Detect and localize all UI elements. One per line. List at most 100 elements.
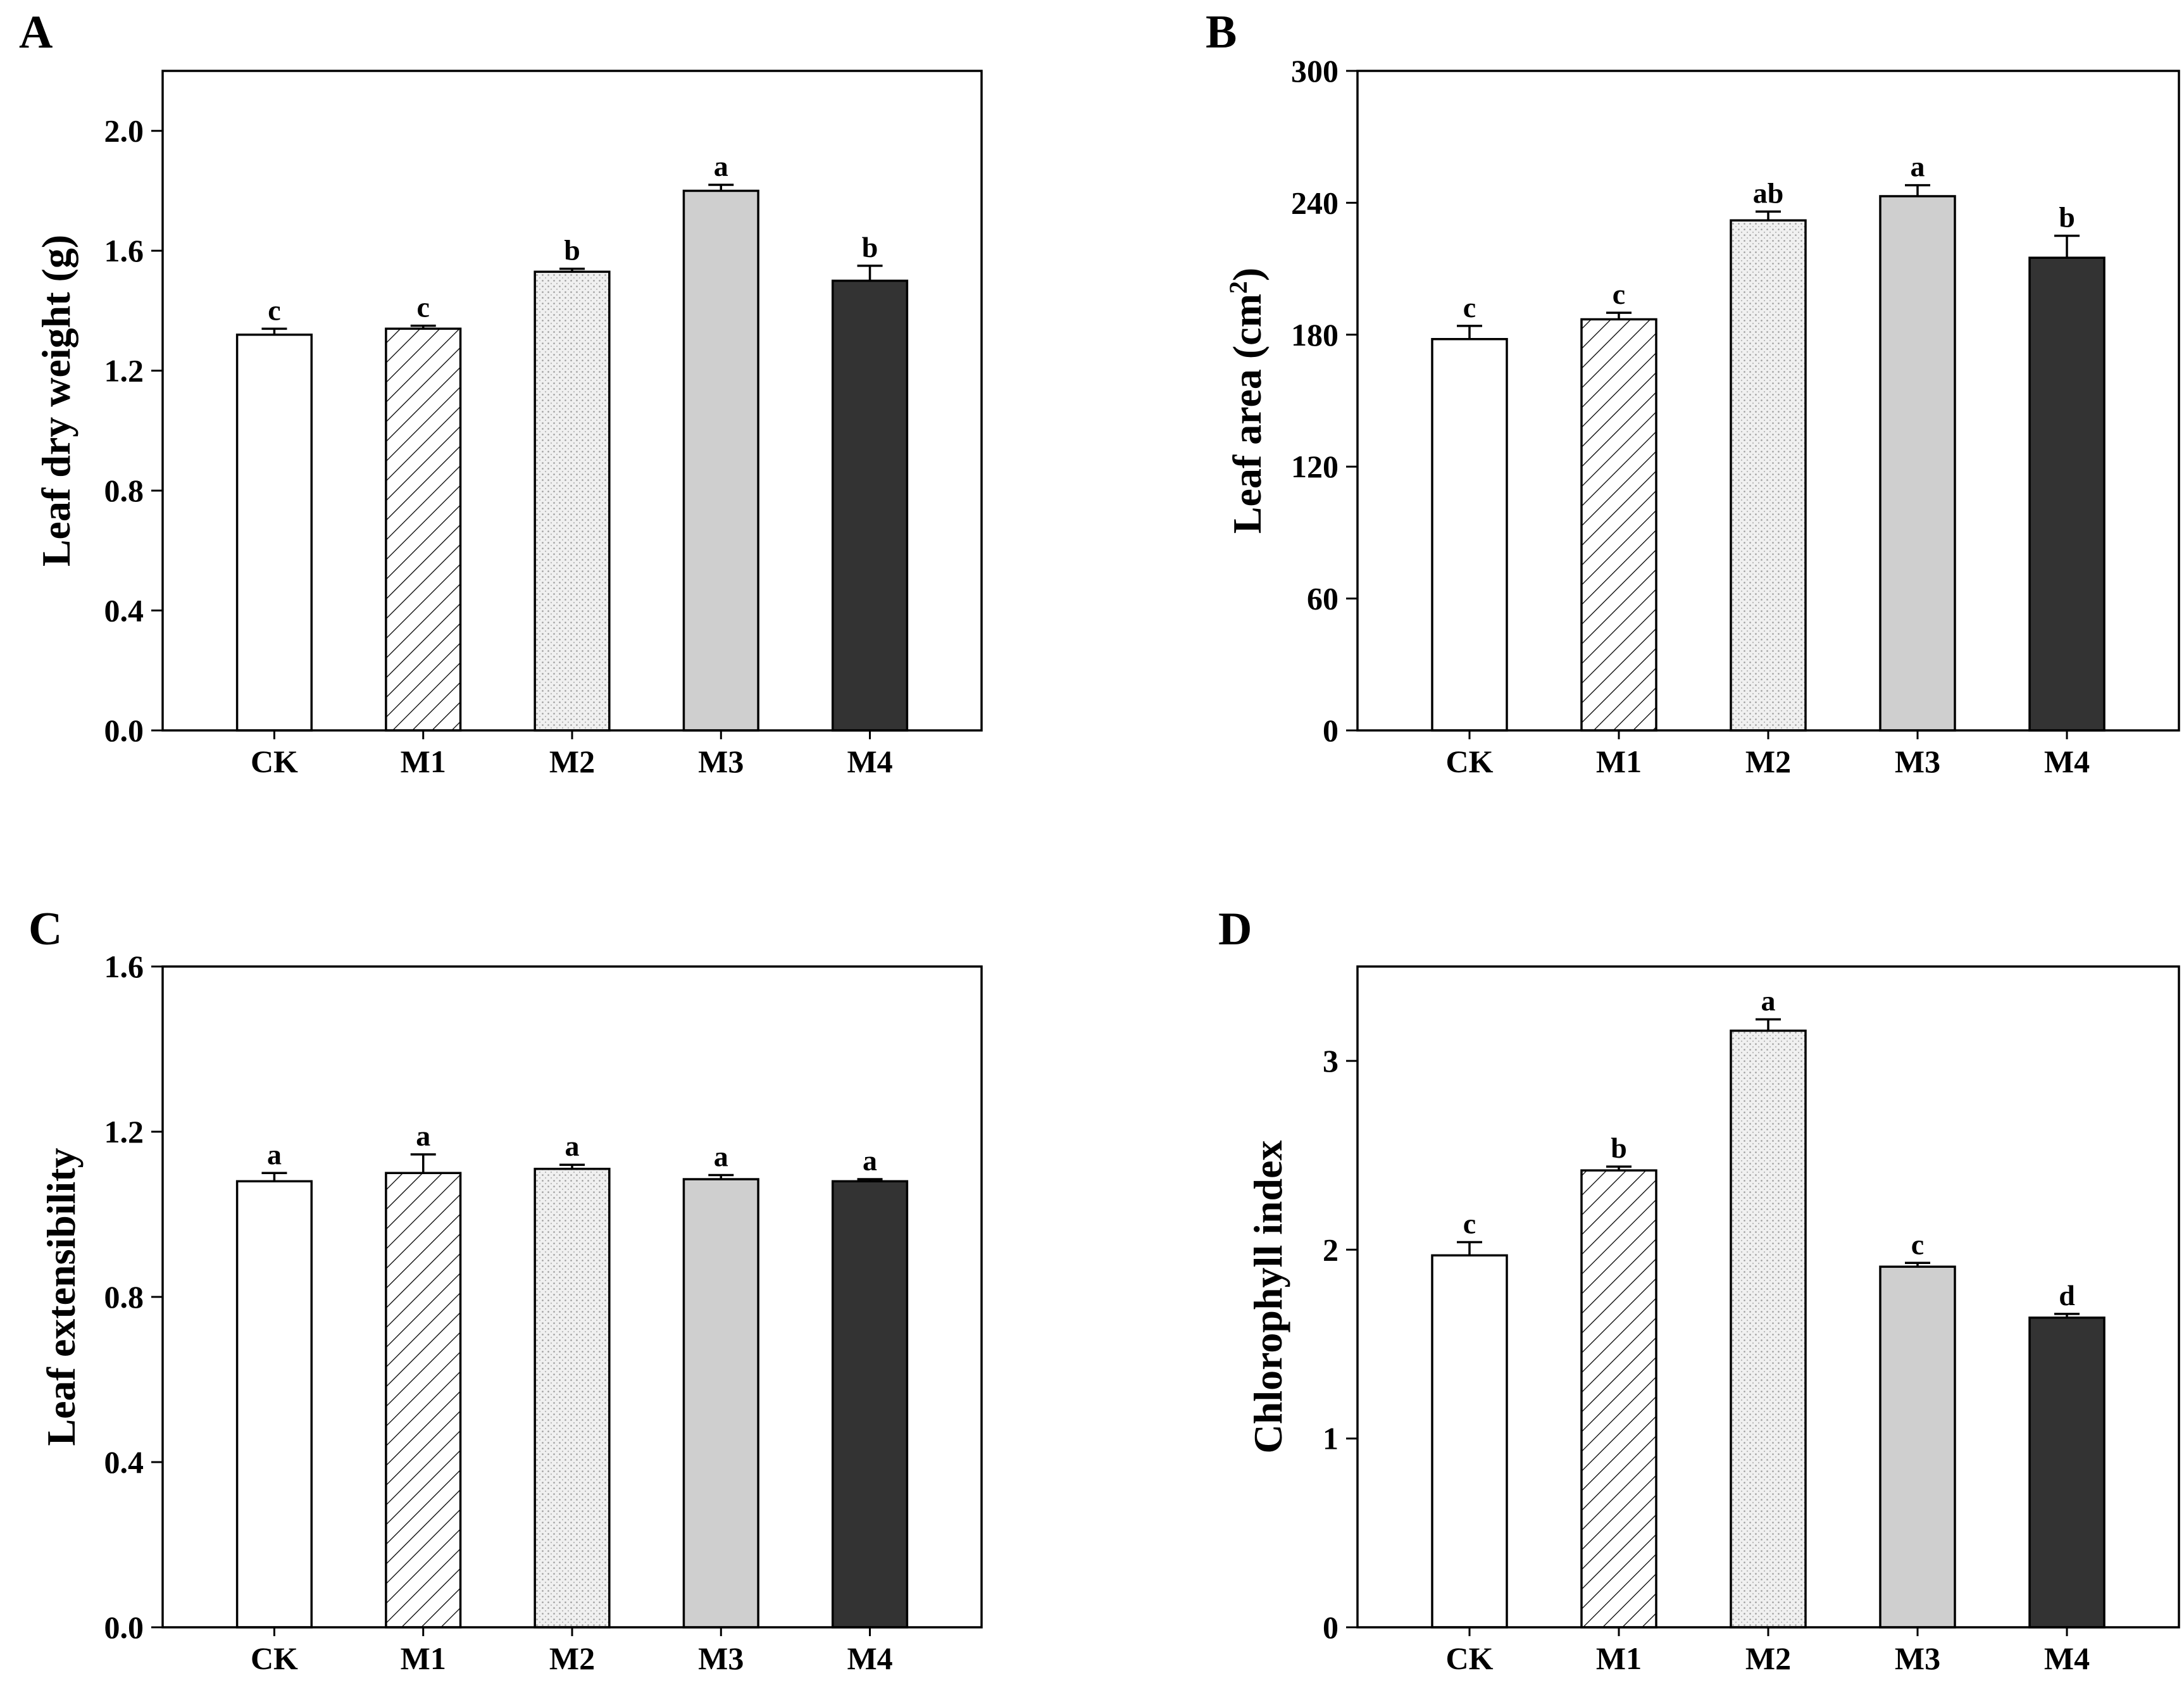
- error-bar-M1: [410, 324, 436, 329]
- panel-label: D: [1218, 903, 1252, 955]
- error-bar-CK: [1457, 325, 1482, 339]
- y-tick-label: 0.4: [104, 593, 144, 629]
- bar-M4: [831, 1180, 909, 1629]
- error-bar-M1: [1606, 1165, 1632, 1171]
- y-tick-label: 0.4: [104, 1444, 144, 1480]
- error-bar-M2: [559, 267, 585, 272]
- x-tick-label-M4: M4: [2044, 744, 2090, 779]
- panel-D: Dc CK b M1 a M2 c M3 d M4 0 1 2 3 Chlorophyll index: [1218, 903, 2180, 1676]
- bar-M2: [534, 270, 611, 732]
- significance-label-M3: a: [1911, 151, 1925, 183]
- significance-label-M1: c: [1613, 278, 1625, 310]
- bar-M1: [385, 1172, 462, 1629]
- significance-label-M3: a: [714, 150, 728, 182]
- significance-label-M2: a: [1761, 985, 1776, 1017]
- y-axis-title: Leaf dry weight (g): [34, 235, 78, 566]
- y-tick-label: 1: [1323, 1421, 1338, 1456]
- panel-label: A: [19, 6, 53, 58]
- error-bar-M4: [2054, 1313, 2080, 1318]
- significance-label-M2: b: [564, 234, 580, 266]
- significance-label-CK: c: [1463, 1207, 1476, 1239]
- y-tick-label: 300: [1291, 53, 1338, 89]
- significance-label-M4: b: [862, 231, 878, 263]
- error-bar-M1: [410, 1153, 436, 1173]
- y-tick-label: 0: [1323, 1610, 1338, 1645]
- error-bar-M1: [1606, 311, 1632, 320]
- x-tick-label-M1: M1: [401, 1641, 446, 1676]
- y-tick-label: 0.8: [104, 473, 144, 508]
- bar-M2: [1730, 219, 1807, 732]
- error-bar-M4: [857, 1178, 883, 1182]
- y-tick-label: 60: [1307, 581, 1338, 616]
- bar-M2: [1730, 1029, 1807, 1629]
- significance-label-M4: d: [2059, 1279, 2075, 1311]
- plot-frame: [1356, 70, 2180, 732]
- y-axis-title: Chlorophyll index: [1245, 1141, 1290, 1454]
- error-bar-CK: [1457, 1241, 1482, 1256]
- x-tick-label-CK: CK: [1446, 744, 1494, 779]
- y-tick-label: 1.2: [104, 353, 144, 389]
- bar-M3: [1879, 195, 1956, 732]
- significance-label-M4: a: [863, 1144, 877, 1177]
- x-tick-label-M4: M4: [2044, 1641, 2090, 1676]
- y-tick-label: 1.6: [104, 949, 144, 984]
- bar-CK: [1431, 337, 1508, 732]
- bar-M3: [1879, 1265, 1956, 1629]
- plot-frame: [1356, 965, 2180, 1629]
- x-tick-label-M4: M4: [847, 744, 892, 779]
- x-tick-label-M3: M3: [1895, 744, 1940, 779]
- significance-label-M1: a: [416, 1120, 430, 1152]
- panel-label: C: [28, 903, 62, 955]
- significance-label-CK: c: [1463, 291, 1476, 323]
- significance-label-M4: b: [2059, 201, 2075, 234]
- panel-B: Bc CK c M1 ab M2 a M3 b M4 0 60 120 180 240 300 Leaf are…: [1206, 6, 2180, 779]
- significance-label-M2: ab: [1753, 177, 1784, 209]
- y-tick-label: 240: [1291, 185, 1338, 220]
- error-bar-CK: [261, 327, 287, 335]
- significance-label-M1: c: [417, 291, 430, 323]
- error-bar-CK: [261, 1172, 287, 1182]
- bar-CK: [1431, 1254, 1508, 1629]
- error-bar-M3: [708, 1173, 734, 1180]
- bar-M1: [385, 327, 462, 732]
- bar-M4: [2028, 1317, 2106, 1629]
- x-tick-label-CK: CK: [251, 1641, 298, 1676]
- error-bar-M3: [1905, 184, 1930, 196]
- x-tick-label-M3: M3: [1895, 1641, 1940, 1676]
- error-bar-M2: [1756, 1018, 1781, 1031]
- significance-label-M3: a: [714, 1141, 728, 1173]
- panel-A: Ac CK c M1 b M2 a M3 b M4 0.0 0.4 0.8 1.2 1.6 2.0 Leaf d…: [19, 6, 983, 779]
- y-axis-title: Leaf area (cm2): [1224, 268, 1270, 534]
- error-bar-M3: [708, 184, 734, 191]
- bar-M3: [682, 1178, 759, 1629]
- significance-label-M2: a: [565, 1130, 580, 1162]
- error-bar-M2: [559, 1163, 585, 1169]
- x-tick-label-M3: M3: [698, 1641, 744, 1676]
- y-tick-label: 0.0: [104, 713, 144, 748]
- significance-label-CK: a: [267, 1138, 282, 1170]
- x-tick-label-M2: M2: [1745, 744, 1791, 779]
- x-tick-label-M4: M4: [847, 1641, 892, 1676]
- x-tick-label-M1: M1: [1596, 744, 1642, 779]
- error-bar-M3: [1905, 1261, 1930, 1267]
- y-tick-label: 2.0: [104, 113, 144, 149]
- y-tick-label: 0.8: [104, 1279, 144, 1315]
- bar-M3: [682, 189, 759, 732]
- bar-M1: [1580, 318, 1657, 732]
- error-bar-M4: [2054, 234, 2080, 258]
- x-tick-label-M3: M3: [698, 744, 744, 779]
- x-tick-label-M1: M1: [401, 744, 446, 779]
- bar-M4: [831, 279, 909, 732]
- y-tick-label: 3: [1323, 1043, 1338, 1079]
- panel-label: B: [1206, 6, 1237, 58]
- y-tick-label: 0: [1323, 713, 1338, 748]
- x-tick-label-M2: M2: [549, 1641, 595, 1676]
- bar-CK: [235, 334, 313, 732]
- error-bar-M4: [857, 265, 883, 281]
- y-tick-label: 0.0: [104, 1610, 144, 1645]
- x-tick-label-M2: M2: [1745, 1641, 1791, 1676]
- y-tick-label: 180: [1291, 317, 1338, 353]
- y-tick-label: 120: [1291, 449, 1338, 484]
- bar-M1: [1580, 1169, 1657, 1629]
